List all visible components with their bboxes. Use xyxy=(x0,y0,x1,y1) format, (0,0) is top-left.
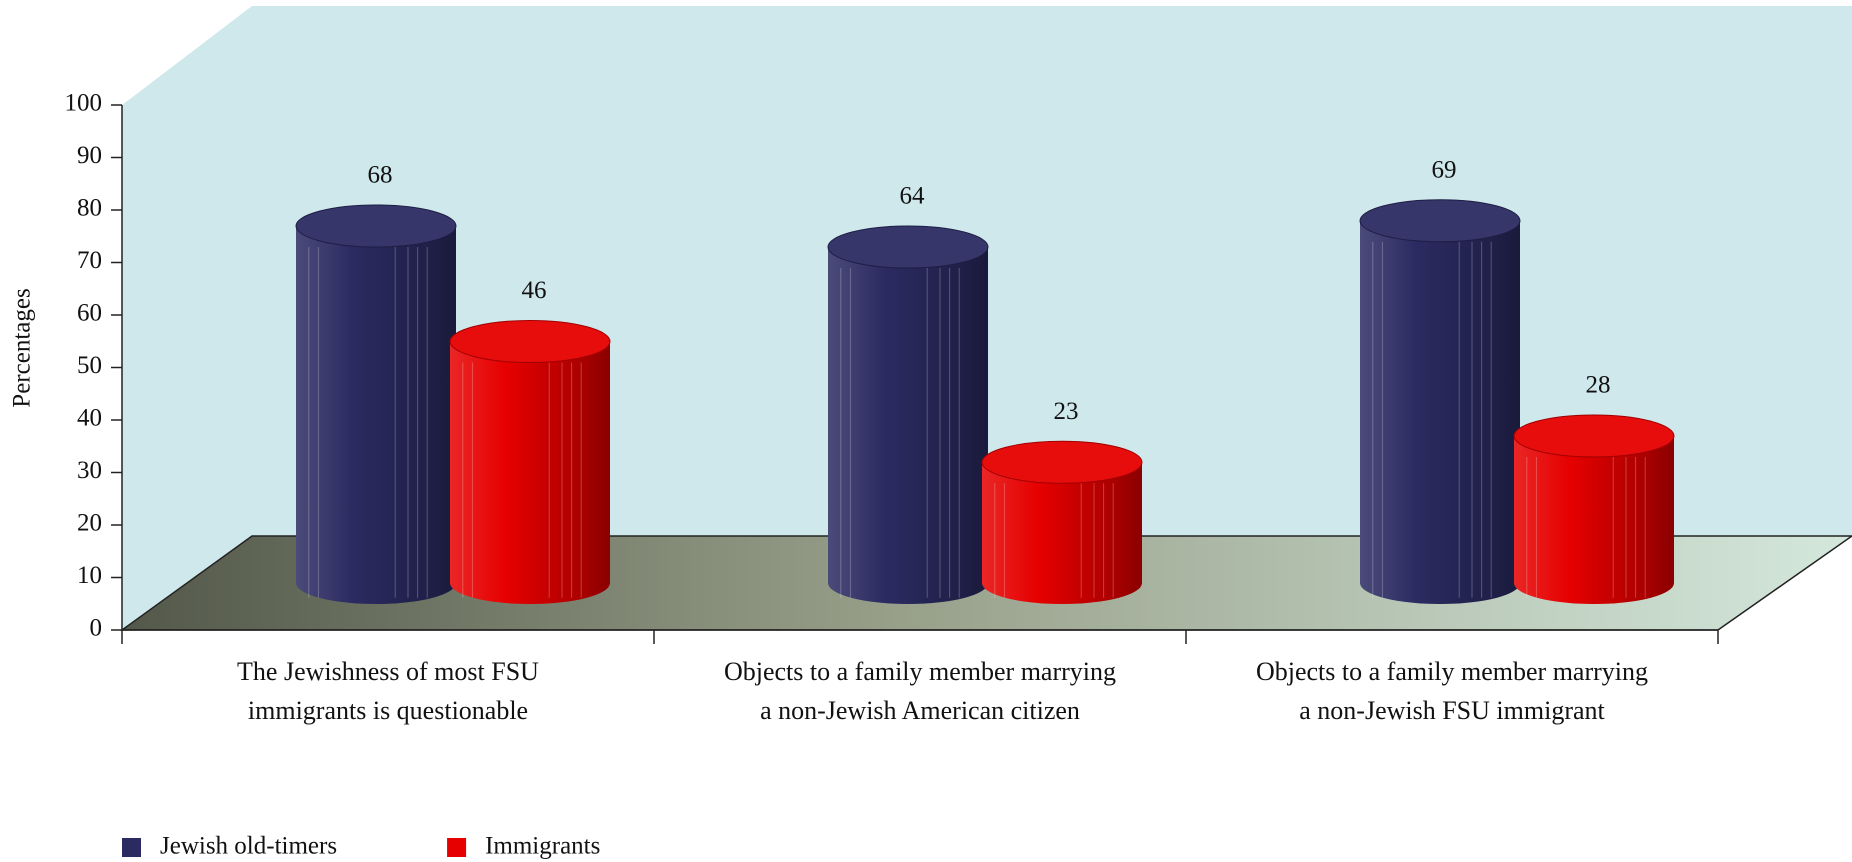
y-tick-label: 80 xyxy=(77,195,102,222)
bar-top xyxy=(449,320,611,363)
bar-top xyxy=(827,225,989,269)
bar xyxy=(827,225,989,604)
value-label: 46 xyxy=(522,277,547,304)
value-label: 23 xyxy=(1054,398,1079,425)
y-tick-label: 50 xyxy=(77,352,102,379)
x-tick-label: Objects to a family member marrying a no… xyxy=(1255,657,1649,725)
bar-body xyxy=(1514,436,1674,604)
y-tick-label: 60 xyxy=(77,300,102,327)
y-tick-label: 0 xyxy=(90,615,103,642)
bar-top xyxy=(981,440,1143,484)
y-tick-label: 20 xyxy=(77,510,102,537)
value-label: 68 xyxy=(368,162,393,189)
bar-body xyxy=(450,341,610,604)
value-label: 69 xyxy=(1432,156,1457,183)
bar xyxy=(981,440,1143,604)
bar-body xyxy=(982,462,1142,604)
bar-body xyxy=(828,247,988,604)
legend-label: Immigrants xyxy=(485,833,600,860)
x-tick-label: The Jewishness of most FSU immigrants is… xyxy=(237,657,539,725)
bar xyxy=(449,320,611,604)
y-tick-label: 10 xyxy=(77,562,102,589)
bar-body xyxy=(296,226,456,604)
bar xyxy=(1513,414,1675,604)
legend-label: Jewish old-timers xyxy=(160,833,337,860)
y-tick-label: 70 xyxy=(77,247,102,274)
bar xyxy=(1359,199,1521,604)
bar-top xyxy=(295,204,457,248)
y-tick-label: 30 xyxy=(77,457,102,484)
value-label: 28 xyxy=(1586,372,1611,399)
y-axis-label: Percentages xyxy=(9,288,36,407)
legend-swatch xyxy=(122,838,141,857)
bar-top xyxy=(1513,414,1675,458)
y-tick-label: 90 xyxy=(77,142,102,169)
y-tick-label: 100 xyxy=(65,90,103,117)
bar xyxy=(295,204,457,604)
bar-body xyxy=(1360,220,1520,604)
x-tick-label: Objects to a family member marrying a no… xyxy=(723,657,1117,725)
bar-top xyxy=(1359,199,1521,243)
value-label: 64 xyxy=(900,183,926,210)
y-tick-label: 40 xyxy=(77,405,102,432)
legend-swatch xyxy=(447,838,467,857)
